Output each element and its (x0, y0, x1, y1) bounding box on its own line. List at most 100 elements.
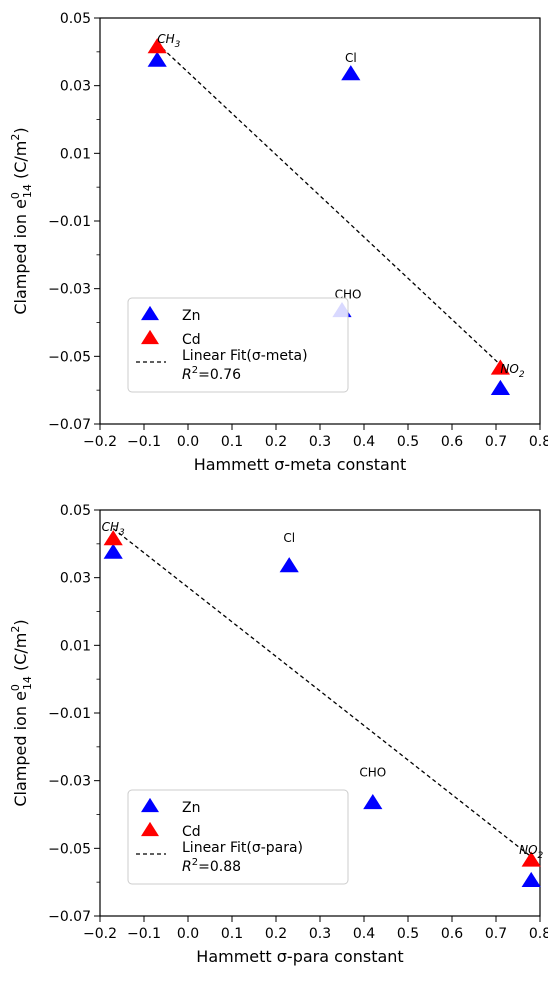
annotation-label: Cl (345, 51, 357, 65)
annotation-label: CH3 (102, 520, 125, 538)
point-zn (521, 871, 541, 887)
annotation-subscript: 2 (538, 851, 544, 861)
y-axis-title-part: Clamped ion e (11, 199, 30, 315)
r2-value: =0.88 (198, 859, 241, 875)
annotation-label: NO2 (500, 362, 524, 380)
x-tick-label: 0.5 (397, 434, 419, 450)
legend-label-cd: Cd (182, 824, 201, 840)
x-tick-label: −0.1 (127, 926, 161, 942)
annotation-subscript: 3 (119, 528, 125, 538)
x-tick-label: 0.8 (529, 434, 548, 450)
y-tick-label: −0.01 (48, 214, 91, 230)
y-axis-title: Clamped ion e014 (C/m2) (9, 127, 34, 314)
y-tick-label: 0.03 (60, 571, 91, 587)
x-tick-label: 0.0 (177, 434, 199, 450)
annotation-label: CH3 (157, 32, 180, 50)
legend-box (127, 789, 349, 885)
r2-superscript: 2 (192, 857, 198, 868)
legend-box (127, 297, 349, 393)
x-tick-label: −0.2 (83, 926, 117, 942)
annotation-text: CHO (359, 766, 386, 780)
y-axis-title-part: 2 (9, 134, 22, 141)
y-tick-label: 0.01 (60, 638, 91, 654)
annotation-subscript: 2 (519, 370, 525, 380)
chart-hammett-para: −0.2 −0.1 0.0 0.1 0.2 0.3 0.4 0.5 0.6 0.7 0.8 0.05 0… (9, 503, 548, 966)
y-axis-title-part: Clamped ion e (11, 691, 30, 807)
annotation-label: NO2 (519, 843, 543, 861)
annotation-subscript: 3 (175, 40, 181, 50)
x-tick-label: 0.3 (309, 434, 331, 450)
y-tick-label: −0.01 (48, 706, 91, 722)
point-cd (103, 530, 123, 546)
point-zn (363, 794, 383, 810)
x-tick-label: 0.1 (221, 926, 243, 942)
x-tick-label: 0.7 (485, 434, 507, 450)
legend-marker-cd (141, 329, 159, 345)
legend-label-cd: Cd (182, 332, 201, 348)
r2-superscript: 2 (192, 365, 198, 376)
x-tick-label: 0.2 (265, 926, 287, 942)
point-cd (147, 38, 167, 54)
y-axis-title-group: Clamped ion e014 (C/m2) (9, 127, 34, 314)
point-zn (279, 557, 299, 573)
y-axis-title-part: 0 (9, 192, 22, 199)
legend-marker-cd (141, 821, 159, 837)
y-tick-label: 0.01 (60, 146, 91, 162)
point-zn (490, 379, 510, 395)
y-axis-title-part: 2 (9, 626, 22, 633)
x-tick-label: 0.0 (177, 926, 199, 942)
y-axis-title-part: 14 (21, 676, 34, 690)
legend-label-zn: Zn (182, 800, 200, 816)
point-cd (521, 851, 541, 867)
y-tick-label: 0.05 (60, 11, 91, 27)
x-tick-label: −0.2 (83, 434, 117, 450)
y-tick-label: −0.05 (48, 841, 91, 857)
y-tick-label: −0.03 (48, 282, 91, 298)
annotation-text: Cl (345, 51, 357, 65)
y-axis-title-group: Clamped ion e014 (C/m2) (9, 619, 34, 806)
x-tick-label: 0.4 (353, 434, 375, 450)
fit-line (156, 42, 501, 366)
y-tick-label: −0.05 (48, 349, 91, 365)
x-tick-label: 0.6 (441, 926, 463, 942)
annotation-label: CHO (359, 766, 386, 780)
x-tick-label: −0.1 (127, 434, 161, 450)
annotation-text: CH (157, 32, 174, 46)
y-axis-title-part: 0 (9, 684, 22, 691)
x-tick-label: 0.8 (529, 926, 548, 942)
annotation-text: Cl (283, 531, 295, 545)
point-zn (103, 543, 123, 559)
point-zn (341, 65, 361, 81)
legend-marker-zn (141, 797, 159, 813)
y-tick-label: −0.03 (48, 774, 91, 790)
legend-label-r2: R2=0.88 (182, 857, 241, 875)
x-tick-label: 0.5 (397, 926, 419, 942)
y-tick-label: −0.07 (48, 417, 91, 433)
x-tick-label: 0.1 (221, 434, 243, 450)
legend-label-fit: Linear Fit(σ-meta) (182, 348, 308, 364)
legend-label-fit: Linear Fit(σ-para) (182, 840, 303, 856)
annotation-label: Cl (283, 531, 295, 545)
y-tick-label: −0.07 (48, 909, 91, 925)
y-axis-title-part: (C/m (11, 633, 30, 676)
point-zn (147, 51, 167, 67)
fit-line (112, 528, 532, 858)
x-tick-label: 0.3 (309, 926, 331, 942)
annotation-text: CH (102, 520, 119, 534)
y-axis-title-part: ) (11, 127, 30, 133)
y-axis-title-part: (C/m (11, 141, 30, 184)
y-axis-title-part: 14 (21, 184, 34, 198)
x-tick-label: 0.7 (485, 926, 507, 942)
x-tick-label: 0.4 (353, 926, 375, 942)
annotation-text: NO (519, 843, 537, 857)
y-tick-label: 0.03 (60, 79, 91, 95)
x-axis-title: Hammett σ-meta constant (194, 455, 407, 474)
annotation-text: NO (500, 362, 518, 376)
legend-label-r2: R2=0.76 (182, 365, 241, 383)
y-axis-title: Clamped ion e014 (C/m2) (9, 619, 34, 806)
x-tick-label: 0.6 (441, 434, 463, 450)
legend-marker-zn (141, 305, 159, 321)
y-tick-label: 0.05 (60, 503, 91, 519)
chart-hammett-meta: −0.2 −0.1 0.0 0.1 0.2 0.3 0.4 0.5 0.6 0.7 0.8 0.05 0… (9, 11, 548, 474)
x-tick-label: 0.2 (265, 434, 287, 450)
